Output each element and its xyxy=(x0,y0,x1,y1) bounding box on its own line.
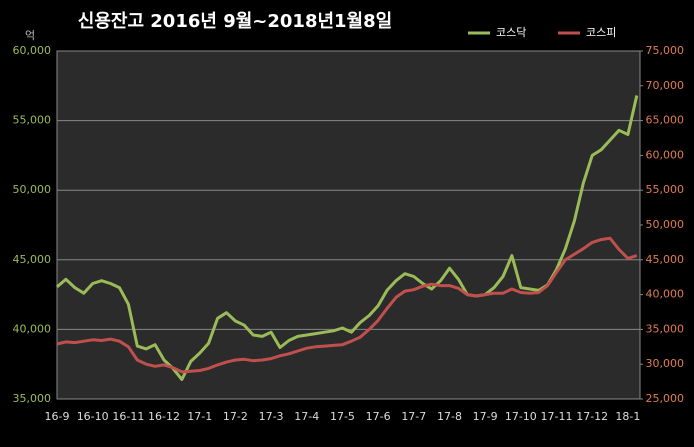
y2-tick-label: 55,000 xyxy=(646,183,685,196)
y-tick-label: 60,000 xyxy=(13,44,52,57)
y2-tick-label: 30,000 xyxy=(646,357,685,370)
y2-tick-label: 75,000 xyxy=(646,44,685,57)
x-tick-label: 17-8 xyxy=(437,410,462,423)
x-tick-label: 17-6 xyxy=(366,410,391,423)
y-tick-label: 35,000 xyxy=(13,392,52,405)
x-tick-label: 17-11 xyxy=(541,410,573,423)
legend-label: 코스피 xyxy=(586,26,616,39)
x-tick-label: 16-11 xyxy=(112,410,144,423)
x-tick-label: 17-12 xyxy=(576,410,608,423)
y2-tick-label: 70,000 xyxy=(646,79,685,92)
x-tick-label: 16-12 xyxy=(148,410,180,423)
x-tick-label: 17-4 xyxy=(294,410,319,423)
x-tick-label: 17-2 xyxy=(223,410,248,423)
y2-tick-label: 25,000 xyxy=(646,392,685,405)
x-tick-label: 17-10 xyxy=(505,410,537,423)
x-tick-label: 16-9 xyxy=(45,410,70,423)
chart-title: 신용잔고 2016년 9월~2018년1월8일 xyxy=(78,11,392,32)
x-tick-label: 17-1 xyxy=(187,410,212,423)
y2-tick-label: 65,000 xyxy=(646,114,685,127)
y-tick-label: 40,000 xyxy=(13,322,52,335)
y-tick-label: 55,000 xyxy=(13,114,52,127)
legend-label: 코스닥 xyxy=(496,26,526,39)
y2-tick-label: 45,000 xyxy=(646,253,685,266)
series-line xyxy=(56,236,638,374)
y2-tick-label: 60,000 xyxy=(646,148,685,161)
x-tick-label: 17-5 xyxy=(330,410,355,423)
y2-tick-label: 35,000 xyxy=(646,322,685,335)
x-tick-label: 17-7 xyxy=(401,410,426,423)
y2-tick-label: 50,000 xyxy=(646,218,685,231)
x-tick-label: 17-3 xyxy=(259,410,284,423)
y-axis-label: 억 xyxy=(25,29,35,42)
y2-tick-label: 40,000 xyxy=(646,288,685,301)
x-tick-label: 16-10 xyxy=(77,410,109,423)
y-tick-label: 50,000 xyxy=(13,183,52,196)
y-tick-label: 45,000 xyxy=(13,253,52,266)
x-tick-label: 18-1 xyxy=(615,410,640,423)
x-tick-label: 17-9 xyxy=(473,410,498,423)
